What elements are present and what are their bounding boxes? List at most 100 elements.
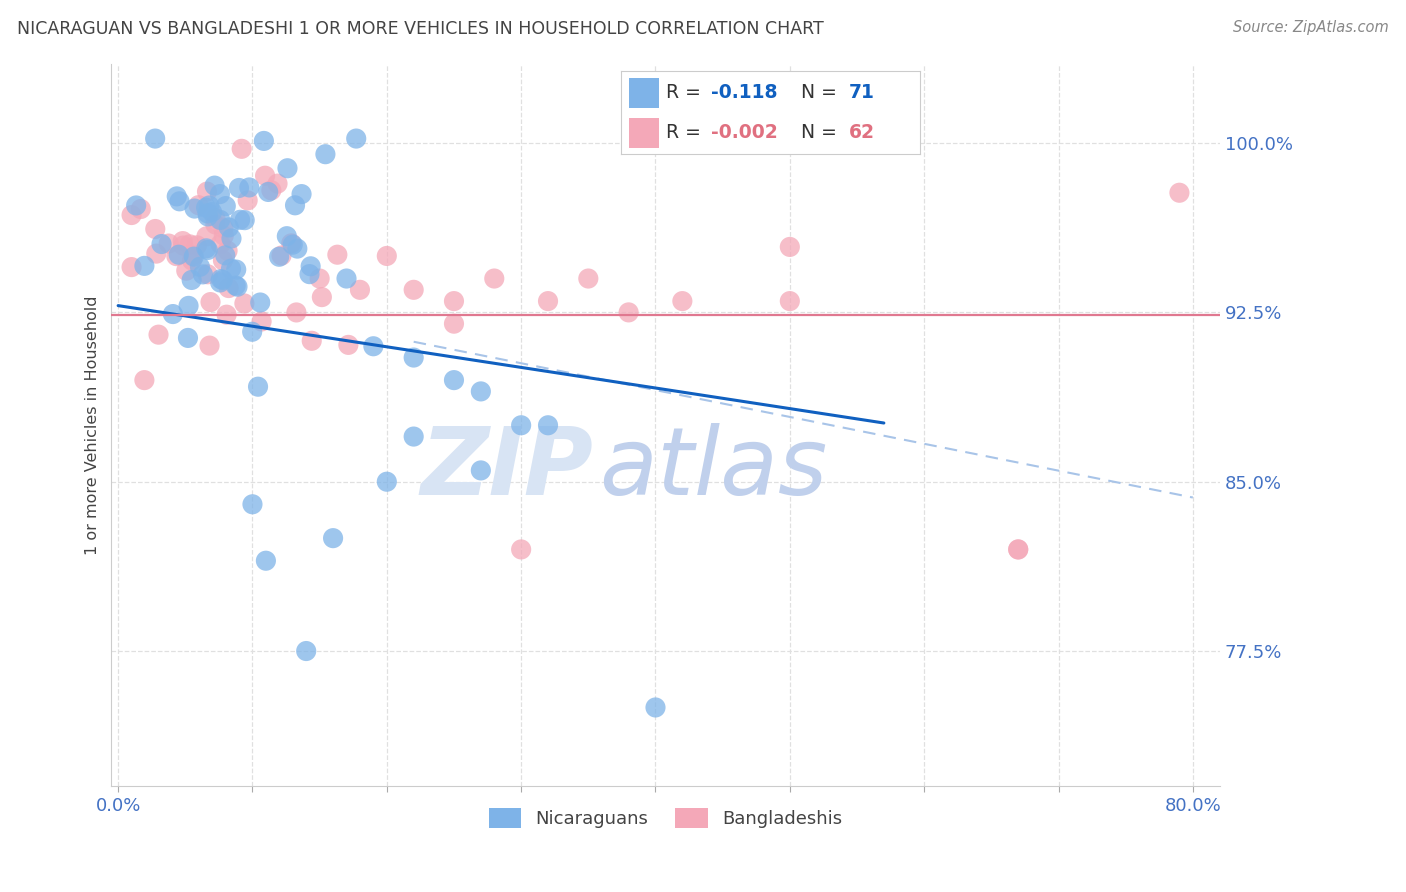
Point: [779, 240, 801, 254]
Point: [165, 249, 187, 263]
Point: [218, 281, 240, 295]
Point: [537, 294, 560, 309]
Point: [510, 418, 533, 433]
Point: [510, 542, 533, 557]
Point: [484, 271, 506, 285]
Point: [281, 237, 304, 252]
Point: [254, 554, 277, 568]
Point: [167, 248, 190, 262]
Point: [162, 307, 184, 321]
Point: [240, 325, 263, 339]
Point: [402, 351, 425, 365]
Point: [233, 296, 256, 310]
Point: [195, 185, 218, 199]
Point: [129, 202, 152, 216]
Point: [1007, 542, 1029, 557]
Point: [231, 142, 253, 156]
Point: [236, 194, 259, 208]
Point: [284, 198, 307, 212]
Point: [198, 338, 221, 352]
Point: [172, 238, 194, 252]
Point: [195, 241, 218, 255]
Point: [290, 187, 312, 202]
Point: [172, 234, 194, 248]
Point: [200, 295, 222, 310]
Point: [470, 384, 492, 399]
Point: [375, 475, 398, 489]
Point: [349, 283, 371, 297]
Point: [125, 198, 148, 212]
Point: [344, 131, 367, 145]
Point: [181, 253, 204, 268]
Text: NICARAGUAN VS BANGLADESHI 1 OR MORE VEHICLES IN HOUSEHOLD CORRELATION CHART: NICARAGUAN VS BANGLADESHI 1 OR MORE VEHI…: [17, 20, 824, 37]
Point: [195, 201, 218, 215]
Point: [225, 278, 247, 293]
Point: [311, 290, 333, 304]
Point: [188, 260, 211, 274]
Point: [186, 238, 208, 252]
Point: [299, 260, 322, 274]
Point: [402, 283, 425, 297]
Point: [322, 531, 344, 545]
Point: [337, 338, 360, 352]
Point: [470, 463, 492, 477]
Point: [204, 178, 226, 193]
Point: [204, 211, 226, 226]
Point: [150, 237, 173, 252]
Point: [335, 271, 357, 285]
Text: ZIP: ZIP: [420, 423, 593, 515]
Point: [211, 273, 233, 287]
Point: [187, 198, 209, 212]
Point: [229, 212, 252, 227]
Point: [233, 213, 256, 227]
Point: [402, 429, 425, 443]
Point: [249, 295, 271, 310]
Point: [779, 294, 801, 309]
Point: [247, 380, 270, 394]
Point: [209, 213, 232, 227]
Point: [181, 248, 204, 262]
Point: [214, 248, 236, 262]
Point: [225, 262, 247, 277]
Point: [257, 185, 280, 199]
Point: [183, 202, 205, 216]
Point: [218, 220, 240, 235]
Point: [145, 246, 167, 260]
Point: [253, 134, 276, 148]
Point: [169, 194, 191, 209]
Point: [671, 294, 693, 309]
Point: [260, 183, 283, 197]
Point: [197, 267, 219, 281]
Point: [197, 206, 219, 220]
Point: [148, 327, 170, 342]
Point: [180, 273, 202, 287]
Point: [179, 237, 201, 252]
Point: [121, 208, 143, 222]
Point: [250, 314, 273, 328]
Point: [280, 236, 302, 251]
Point: [174, 263, 197, 277]
Point: [375, 249, 398, 263]
Point: [308, 271, 330, 285]
Point: [276, 161, 298, 176]
Point: [537, 418, 560, 433]
Point: [219, 261, 242, 276]
Point: [212, 253, 235, 268]
Point: [644, 700, 666, 714]
Text: atlas: atlas: [599, 423, 827, 514]
Point: [134, 259, 156, 273]
Point: [212, 228, 235, 243]
Point: [166, 189, 188, 203]
Point: [121, 260, 143, 274]
Point: [183, 250, 205, 264]
Point: [269, 250, 291, 264]
Point: [209, 272, 232, 286]
Point: [242, 497, 264, 511]
Point: [209, 276, 232, 290]
Point: [1168, 186, 1191, 200]
Point: [177, 331, 200, 345]
Point: [201, 205, 224, 219]
Point: [266, 177, 288, 191]
Legend: Nicaraguans, Bangladeshis: Nicaraguans, Bangladeshis: [481, 801, 849, 835]
Point: [617, 305, 640, 319]
